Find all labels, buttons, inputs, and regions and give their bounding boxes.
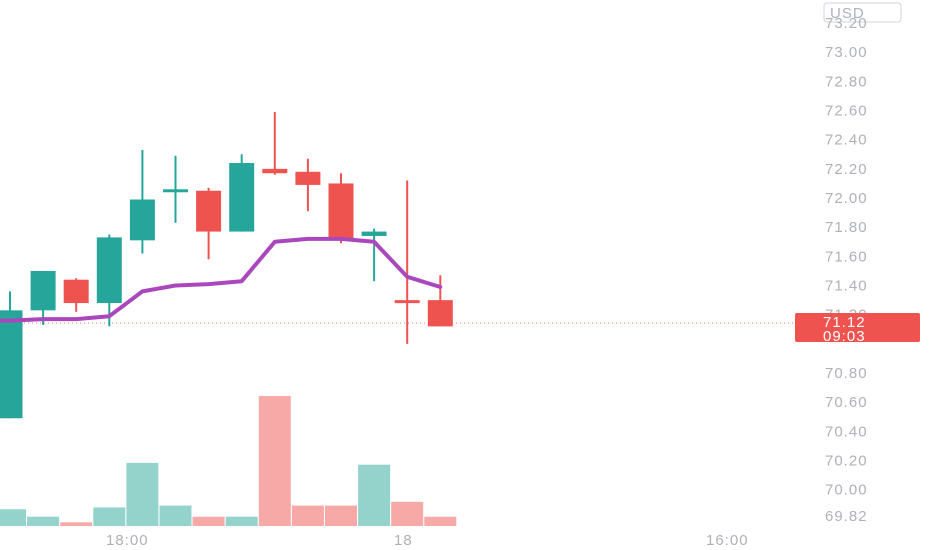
volume-bar xyxy=(27,516,60,526)
price-tick-label: 70.40 xyxy=(825,423,868,440)
candle-body xyxy=(394,300,420,304)
price-tick-label: 72.80 xyxy=(825,73,868,90)
volume-bar xyxy=(192,516,225,526)
candles xyxy=(0,111,453,419)
price-tick-label: 69.82 xyxy=(825,508,868,525)
candle-body xyxy=(328,183,354,241)
price-tick-label: 71.60 xyxy=(825,248,868,265)
last-price-tag-bg xyxy=(795,313,920,342)
moving-average-line xyxy=(0,236,443,323)
volume-bar xyxy=(93,507,126,526)
price-tick-label: 71.40 xyxy=(825,278,868,295)
countdown-timer: 09:03 xyxy=(823,328,866,345)
volume-bar xyxy=(424,516,457,526)
candle-body xyxy=(295,171,321,185)
volume-bar xyxy=(126,462,159,526)
last-price-tag: 71.12 09:03 xyxy=(795,313,920,345)
volume-bar xyxy=(225,516,258,526)
currency-label: USD xyxy=(830,5,865,22)
volume-bar xyxy=(258,396,291,526)
last-price-value: 71.12 xyxy=(823,314,866,331)
price-tick-label: 72.00 xyxy=(825,190,868,207)
volume-bar xyxy=(159,505,192,526)
price-tick-label: 70.20 xyxy=(825,453,868,470)
candle-body xyxy=(63,279,89,304)
price-tick-label: 72.40 xyxy=(825,132,868,149)
price-tick-label: 71.80 xyxy=(825,219,868,236)
price-tick-label: 70.80 xyxy=(825,365,868,382)
price-tick-label: 73.20 xyxy=(825,15,868,32)
candle-body xyxy=(129,199,155,241)
candle-body xyxy=(30,270,56,311)
candle-body xyxy=(0,310,23,419)
candle-body xyxy=(96,237,122,304)
currency-box[interactable] xyxy=(823,2,902,23)
price-tick-label: 73.00 xyxy=(825,44,868,61)
candle-body xyxy=(229,163,255,232)
volume-bars xyxy=(0,396,457,526)
volume-bar xyxy=(291,505,324,526)
candle-body xyxy=(361,231,387,236)
volume-bar xyxy=(325,505,357,526)
price-tick-label: 70.60 xyxy=(825,394,868,411)
price-axis[interactable]: USD 73.2073.0072.8072.6072.4072.2072.007… xyxy=(823,2,902,525)
candle-body xyxy=(196,190,222,232)
candle-body xyxy=(163,189,188,193)
candle-body xyxy=(262,168,288,174)
price-tick-label: 72.60 xyxy=(825,103,868,120)
price-tick-label: 72.20 xyxy=(825,161,868,178)
time-axis[interactable]: 18:00 18 16:00 xyxy=(106,532,749,549)
time-label-1600: 16:00 xyxy=(706,532,749,549)
candle-body xyxy=(427,300,453,327)
volume-bar xyxy=(391,501,424,526)
price-ticks: 73.20 73.00 72.80 72.60 72.40 72.20 72.00 71.80… xyxy=(825,15,868,525)
volume-bar xyxy=(358,464,391,526)
time-label-1800: 18:00 xyxy=(106,532,149,549)
volume-bar xyxy=(0,509,26,526)
price-tick-label: 70.00 xyxy=(825,482,868,499)
time-label-day-18: 18 xyxy=(394,532,413,549)
volume-bar xyxy=(60,522,93,526)
